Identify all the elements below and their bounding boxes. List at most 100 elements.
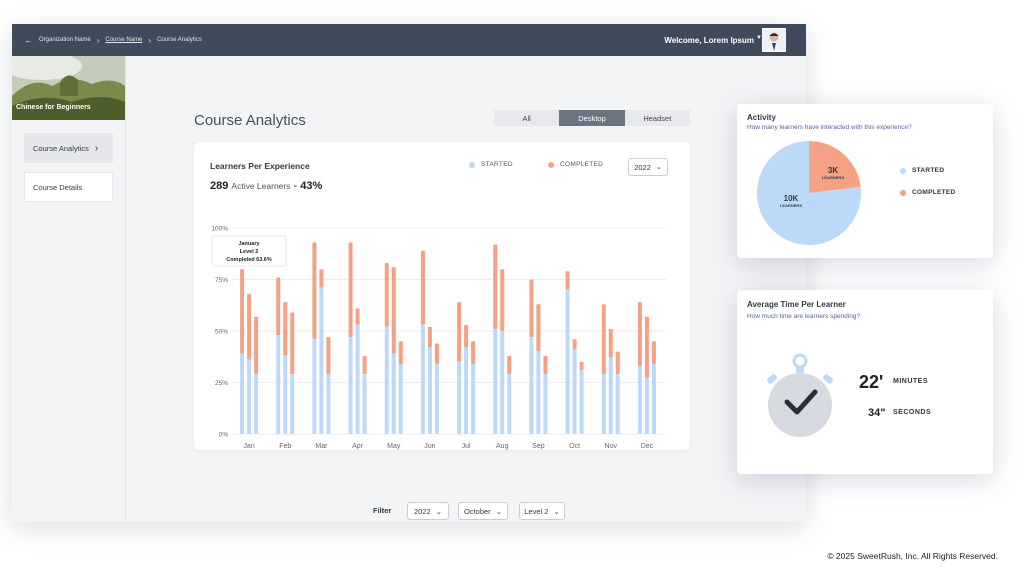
minutes-value: 22' <box>859 372 884 392</box>
sidebar-item-course-details[interactable]: Course Details <box>24 172 113 202</box>
y-tick-label: 0% <box>219 432 229 439</box>
x-tick-label: Apr <box>352 443 364 450</box>
caret-down-icon[interactable]: ▼ <box>756 35 762 41</box>
bar-started <box>427 347 432 434</box>
avg-time-title: Average Time Per Learner <box>747 300 846 309</box>
avatar[interactable] <box>762 28 786 52</box>
tab-desktop[interactable]: Desktop <box>559 110 625 126</box>
chevron-down-icon: ⌄ <box>655 164 662 171</box>
x-tick-label: May <box>387 443 401 450</box>
bar-started <box>240 353 245 434</box>
x-tick-label: Aug <box>496 443 509 450</box>
bar-started <box>319 287 324 434</box>
bar-started <box>276 335 281 434</box>
bar-started <box>391 353 396 434</box>
app-window: ← Organization Name › Course Name › Cour… <box>12 24 806 522</box>
active-percent: 43% <box>300 180 323 192</box>
bar-completed <box>536 304 541 352</box>
dot-icon <box>900 167 906 174</box>
avg-time-subtitle: How much time are learners spending? <box>747 313 861 320</box>
x-tick-label: Jun <box>424 443 435 450</box>
x-tick-label: Jul <box>462 443 471 450</box>
legend-label: COMPLETED <box>560 161 604 168</box>
filter-level-value: Level 2 <box>524 506 549 516</box>
bar-completed <box>543 355 548 375</box>
bar-completed <box>615 351 620 375</box>
filter-month-select[interactable]: October ⌄ <box>458 502 508 520</box>
device-toggle: All Desktop Headset <box>494 110 690 126</box>
tooltip-line: Level 2 <box>240 249 259 255</box>
sidebar-item-course-analytics[interactable]: Course Analytics › <box>24 133 113 163</box>
breadcrumb-current: Course Analytics <box>157 37 202 43</box>
bar-started <box>500 331 505 434</box>
bar-completed <box>276 277 281 336</box>
bar-started <box>565 289 570 434</box>
bar-completed <box>434 343 439 364</box>
bar-started <box>608 357 613 434</box>
x-tick-label: Dec <box>641 443 654 450</box>
sidebar-item-label: Course Analytics <box>33 143 89 153</box>
bar-started <box>529 337 534 434</box>
legend-completed: COMPLETED <box>548 161 603 168</box>
bar-completed <box>608 328 613 358</box>
chevron-down-icon: ⌄ <box>435 506 442 516</box>
bar-started <box>493 328 498 434</box>
breadcrumb-org[interactable]: Organization Name <box>39 37 91 43</box>
legend-label: STARTED <box>481 161 513 168</box>
legend-started: STARTED <box>469 161 513 168</box>
filter-year-value: 2022 <box>414 506 431 516</box>
bar-completed <box>464 324 469 348</box>
x-tick-label: Jan <box>243 443 254 450</box>
x-tick-label: Nov <box>605 443 618 450</box>
main-content: Course Analytics All Desktop Headset Lea… <box>125 56 806 522</box>
filter-level-select[interactable]: Level 2 ⌄ <box>519 502 565 520</box>
bar-completed <box>362 355 367 375</box>
tab-headset[interactable]: Headset <box>643 113 672 123</box>
bar-started <box>290 374 295 434</box>
breadcrumb: ← Organization Name › Course Name › Cour… <box>24 24 202 56</box>
bar-started <box>543 374 548 434</box>
bar-completed <box>427 326 432 348</box>
sidebar-item-label: Course Details <box>33 182 83 192</box>
bar-completed <box>572 339 577 350</box>
x-tick-label: Mar <box>315 443 328 450</box>
pie-slice-started <box>757 141 861 246</box>
bar-completed <box>579 361 584 371</box>
active-label: Active Learners <box>231 181 291 191</box>
tab-all[interactable]: All <box>522 113 531 123</box>
minutes-label: MINUTES <box>893 378 928 385</box>
bar-started <box>601 374 606 434</box>
card-title: Learners Per Experience <box>210 161 310 171</box>
bar-started <box>644 378 649 434</box>
welcome-text[interactable]: Welcome, Lorem Ipsum <box>664 35 754 45</box>
active-learners-summary: 289 Active Learners - 43% <box>210 180 322 192</box>
copyright-text: © 2025 SweetRush, Inc. All Rights Reserv… <box>827 551 998 561</box>
chevron-down-icon: ⌄ <box>495 506 502 516</box>
activity-title: Activity <box>747 113 776 122</box>
bar-completed <box>644 316 649 379</box>
learners-card: Learners Per Experience 289 Active Learn… <box>194 142 690 450</box>
bar-started <box>420 324 425 434</box>
bar-started <box>434 363 439 434</box>
bar-completed <box>493 244 498 329</box>
bar-started <box>471 363 476 434</box>
bar-completed <box>326 337 331 375</box>
bar-started <box>355 324 360 434</box>
summary-dash: - <box>293 180 298 192</box>
pie-started-label: 10K LEARNERS <box>765 194 817 208</box>
breadcrumb-course[interactable]: Course Name <box>105 37 143 43</box>
bar-completed <box>312 242 317 340</box>
course-cover-image: Chinese for Beginners <box>12 56 125 120</box>
filter-year-select[interactable]: 2022 ⌄ <box>407 502 449 520</box>
bar-completed <box>391 267 396 354</box>
bar-started <box>283 355 288 434</box>
back-arrow-icon[interactable]: ← <box>24 35 33 45</box>
stopwatch-icon <box>767 353 833 437</box>
year-select[interactable]: 2022 ⌄ <box>628 158 668 176</box>
bar-started <box>536 351 541 434</box>
year-value: 2022 <box>634 162 651 172</box>
bar-started <box>348 337 353 434</box>
bar-completed <box>283 302 288 356</box>
bar-started <box>507 374 512 434</box>
page-title: Course Analytics <box>194 112 306 129</box>
